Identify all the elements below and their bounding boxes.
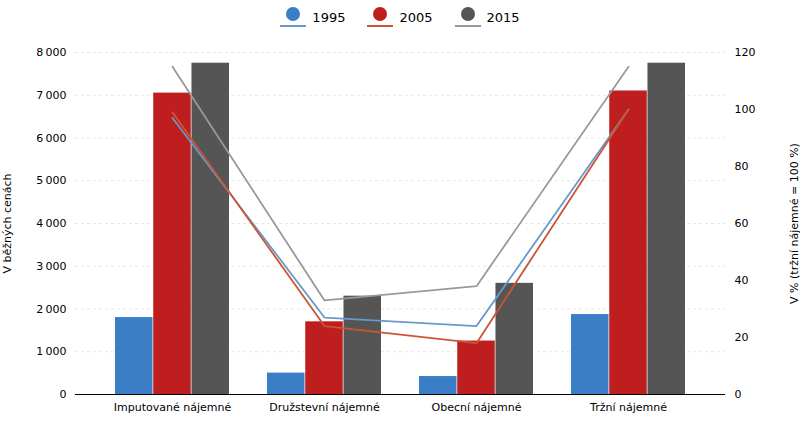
svg-text:8 000: 8 000 (36, 46, 66, 59)
svg-text:Tržní nájemné: Tržní nájemné (589, 401, 667, 414)
svg-text:V % (tržní nájemné = 100 %): V % (tržní nájemné = 100 %) (788, 143, 800, 304)
svg-text:7 000: 7 000 (36, 89, 66, 102)
svg-text:V běžných cenách: V běžných cenách (1, 173, 14, 273)
html-text:1995: 1995 (312, 9, 346, 25)
svg-text:100: 100 (735, 103, 756, 116)
svg-text:80: 80 (735, 160, 749, 173)
svg-text:120: 120 (735, 46, 756, 59)
html-text:2015: 2015 (486, 9, 520, 25)
svg-text:60: 60 (735, 217, 749, 230)
svg-text:Imputované nájemné: Imputované nájemné (114, 401, 232, 414)
svg-text:3 000: 3 000 (36, 260, 66, 273)
svg-text:1 000: 1 000 (36, 345, 66, 358)
svg-text:6 000: 6 000 (36, 132, 66, 145)
svg-text:4 000: 4 000 (36, 217, 66, 230)
svg-text:20: 20 (735, 331, 749, 344)
svg-text:40: 40 (735, 274, 749, 287)
svg-text:Družstevní nájemné: Družstevní nájemné (269, 401, 380, 414)
html-text:2005: 2005 (399, 9, 433, 25)
svg-text:5 000: 5 000 (36, 174, 66, 187)
svg-text:0: 0 (60, 388, 67, 401)
svg-text:2 000: 2 000 (36, 303, 66, 316)
svg-text:0: 0 (735, 388, 742, 401)
svg-text:Obecní nájemné: Obecní nájemné (432, 401, 522, 414)
